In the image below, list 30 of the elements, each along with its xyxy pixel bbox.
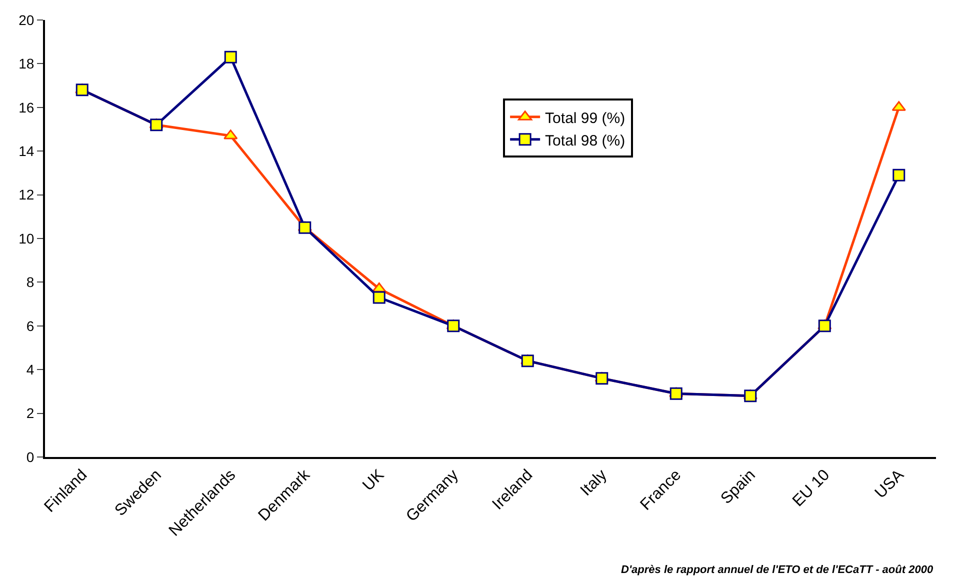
y-tick-label: 8: [26, 274, 34, 290]
y-tick-label: 20: [18, 12, 34, 28]
legend-label: Total 99 (%): [545, 110, 626, 127]
x-tick-label: UK: [360, 466, 388, 494]
point: [818, 320, 831, 332]
text: D'après le rapport annuel de l'ETO et de l'ECaTT - août 2000: [621, 564, 934, 576]
y-tick-label: 18: [18, 56, 34, 72]
y-tick-label: 14: [18, 143, 34, 159]
point: [76, 84, 88, 96]
point: [892, 168, 906, 182]
y-tick-label: 4: [26, 362, 34, 378]
point: [150, 118, 163, 132]
point: [224, 50, 237, 64]
x-tick-label: Italy: [578, 466, 610, 500]
legend-label: Total 98 (%): [545, 132, 626, 150]
point: [521, 354, 534, 368]
y-tick-label: 10: [18, 230, 34, 246]
point: [670, 387, 682, 400]
x-tick-label: EU 10: [790, 466, 834, 510]
y-tick-label: 0: [26, 448, 34, 465]
point: [596, 372, 608, 385]
point: [744, 390, 757, 402]
point: [447, 320, 460, 332]
y-tick-label: 16: [18, 99, 34, 116]
y-tick-label: 2: [26, 405, 34, 422]
point: [372, 291, 386, 304]
point: [298, 221, 312, 234]
y-tick-label: 6: [26, 318, 34, 334]
x-tick-label: USA: [872, 466, 908, 502]
y-tick-label: 12: [18, 186, 34, 203]
